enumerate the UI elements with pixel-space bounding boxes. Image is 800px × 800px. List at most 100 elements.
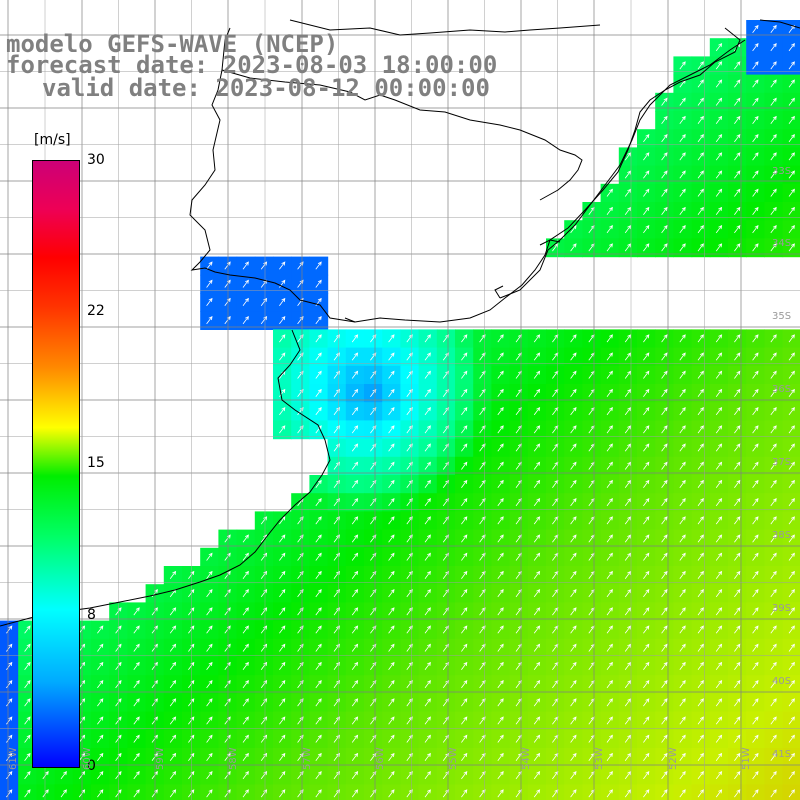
- wind-arrow: [624, 243, 632, 252]
- wind-arrow: [679, 789, 686, 798]
- wind-cell: [491, 475, 511, 494]
- wind-cell: [91, 711, 110, 731]
- wind-cell: [618, 657, 638, 676]
- wind-arrow: [624, 716, 632, 725]
- wind-cell: [345, 438, 365, 458]
- wind-cell: [527, 438, 547, 458]
- wind-arrow: [497, 570, 504, 579]
- wind-arrow: [606, 479, 613, 488]
- wind-cell: [200, 584, 219, 603]
- wind-cell: [418, 547, 438, 567]
- wind-cell: [364, 711, 383, 731]
- wind-cell: [655, 529, 674, 549]
- wind-cell: [527, 475, 547, 494]
- wind-cell: [345, 675, 365, 694]
- title-valid-date: valid date: 2023-08-12 00:00:00: [42, 74, 490, 102]
- wind-cell: [200, 729, 219, 749]
- wind-cell: [564, 748, 583, 767]
- wind-cell: [200, 547, 219, 567]
- wind-arrow: [351, 734, 359, 743]
- wind-cell: [473, 456, 492, 476]
- wind-arrow: [734, 170, 741, 179]
- wind-arrow: [752, 334, 759, 343]
- wind-arrow: [388, 643, 395, 652]
- wind-arrow: [661, 461, 668, 470]
- wind-arrow: [279, 661, 286, 670]
- wind-cell: [127, 784, 147, 800]
- wind-arrow: [661, 680, 668, 689]
- wind-cell: [327, 729, 347, 749]
- wind-arrow: [643, 134, 650, 143]
- wind-arrow: [24, 625, 31, 634]
- wind-cell: [291, 274, 310, 294]
- wind-cell: [673, 202, 693, 221]
- wind-cell: [345, 766, 365, 785]
- wind-cell: [309, 602, 329, 622]
- wind-arrow: [461, 789, 468, 798]
- wind-cell: [728, 511, 747, 531]
- wind-cell: [273, 547, 292, 567]
- lon-label-52w: 52W: [668, 747, 679, 770]
- wind-arrow: [734, 425, 741, 434]
- wind-arrow: [24, 789, 31, 798]
- wind-cell: [127, 602, 147, 622]
- wind-arrow: [679, 352, 686, 361]
- wind-cell: [0, 638, 19, 658]
- wind-arrow: [661, 243, 668, 252]
- wind-cell: [291, 256, 310, 276]
- wind-arrow: [715, 498, 723, 507]
- wind-arrow: [533, 698, 541, 707]
- wind-cell: [473, 766, 492, 785]
- wind-cell: [709, 129, 729, 148]
- wind-arrow: [497, 698, 504, 707]
- wind-cell: [236, 311, 256, 330]
- wind-cell: [728, 165, 747, 185]
- wind-cell: [582, 365, 602, 385]
- wind-arrow: [533, 752, 541, 761]
- wind-cell: [200, 748, 219, 767]
- wind-arrow: [788, 789, 795, 798]
- wind-cell: [509, 602, 529, 622]
- wind-arrow: [643, 407, 650, 416]
- wind-cell: [746, 547, 765, 567]
- wind-cell: [691, 129, 711, 148]
- wind-cell: [418, 729, 438, 749]
- wind-cell: [582, 711, 602, 731]
- wind-cell: [473, 566, 492, 585]
- wind-arrow: [770, 680, 777, 689]
- wind-arrow: [661, 752, 668, 761]
- wind-arrow: [624, 643, 632, 652]
- wind-arrow: [752, 698, 759, 707]
- wind-cell: [200, 566, 219, 585]
- wind-cell: [709, 38, 729, 57]
- wind-arrow: [461, 698, 468, 707]
- wind-cell: [327, 547, 347, 567]
- wind-arrow: [388, 680, 395, 689]
- wind-arrow: [715, 789, 723, 798]
- wind-cell: [637, 584, 656, 603]
- wind-cell: [163, 620, 183, 640]
- wind-cell: [0, 620, 19, 640]
- wind-arrow: [97, 680, 104, 689]
- wind-arrow: [770, 407, 777, 416]
- wind-cell: [655, 729, 674, 749]
- wind-arrow: [570, 607, 577, 616]
- wind-arrow: [697, 552, 704, 561]
- wind-cell: [582, 438, 602, 458]
- wind-cell: [364, 402, 383, 421]
- wind-arrow: [570, 443, 577, 452]
- wind-arrow: [497, 352, 504, 361]
- wind-cell: [691, 784, 711, 800]
- wind-cell: [54, 784, 74, 800]
- wind-cell: [436, 329, 456, 349]
- wind-cell: [582, 511, 602, 531]
- wind-cell: [691, 147, 711, 167]
- wind-cell: [273, 711, 292, 731]
- wind-cell: [491, 638, 511, 658]
- wind-cell: [764, 420, 784, 440]
- wind-arrow: [260, 297, 268, 306]
- wind-cell: [582, 620, 602, 640]
- rio-de-la-plata-north-shore: [344, 239, 561, 323]
- wind-arrow: [497, 516, 504, 525]
- wind-arrow: [570, 425, 577, 434]
